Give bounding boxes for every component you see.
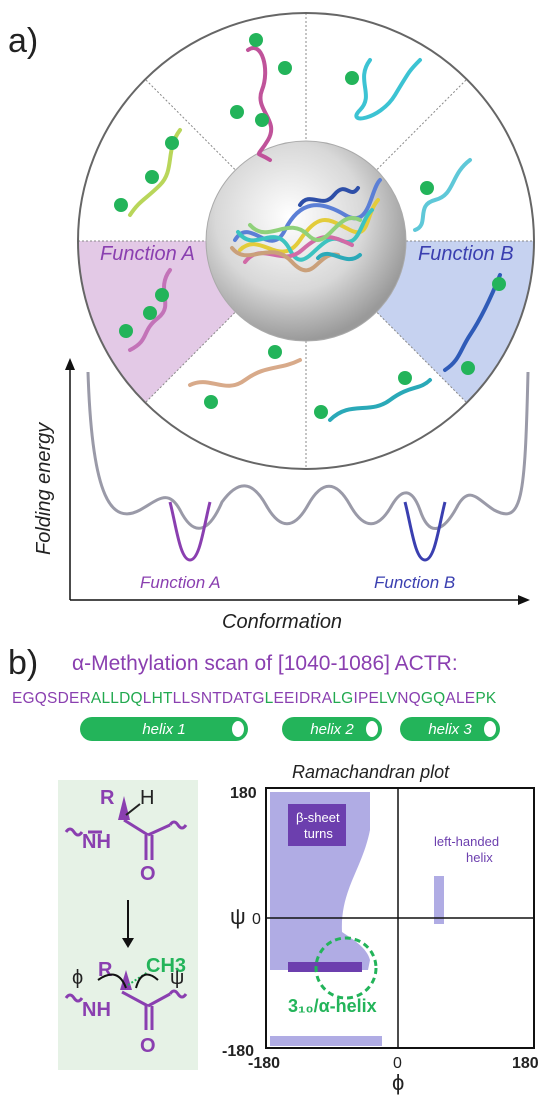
lh-region: [434, 876, 444, 924]
panel-a-label: a): [8, 22, 39, 60]
function-b-label: Function B: [418, 243, 514, 265]
ensemble-circle: [77, 12, 535, 470]
o-atom-methylated: O: [140, 1035, 156, 1057]
x-tick-0: 0: [393, 1055, 402, 1072]
sequence-segment: ALE: [445, 690, 476, 707]
sequence-segment: L: [142, 690, 152, 707]
sequence-segment: EEIDRA: [273, 690, 333, 707]
sector-chains: [128, 46, 502, 422]
sequence-segment: EGQSDER: [12, 690, 91, 707]
x-axis-label: Conformation: [222, 611, 342, 633]
helix-core: [288, 962, 362, 972]
y-tick-0: 0: [252, 911, 261, 928]
sequence-segment: PK: [475, 690, 497, 707]
helix-label: 3₁₀/α-helix: [288, 996, 377, 1016]
helix-2-bar: helix 2: [282, 717, 382, 741]
panel-b-label: b): [8, 644, 39, 682]
sequence-segment: LG: [332, 690, 354, 707]
well-a-label: Function A: [140, 573, 221, 592]
panel-a-diagram: Function A Function B Function A Functio…: [33, 12, 535, 633]
lh-label: left-handed: [434, 834, 499, 849]
sequence-segment: HT: [151, 690, 173, 707]
scan-title: α-Methylation scan of [1040-1086] ACTR:: [72, 652, 458, 675]
phi-symbol: ϕ: [72, 967, 83, 989]
sequence-segment: GQ: [420, 690, 446, 707]
ramachandran-plot: Ramachandran plot β-sheet turns left-han…: [222, 762, 539, 1095]
x-tick-neg180: -180: [248, 1055, 280, 1072]
function-a-well: [168, 501, 212, 562]
function-a-label: Function A: [100, 243, 195, 265]
nh-group-methylated: NH: [82, 999, 111, 1021]
ch3-group: CH3: [146, 955, 186, 977]
psi-rotation-arrow: [135, 973, 159, 989]
rama-title: Ramachandran plot: [292, 762, 450, 782]
sequence-segment: NQ: [397, 690, 421, 707]
phi-rotation-arrow: [97, 973, 127, 989]
well-b-label: Function B: [374, 573, 455, 592]
bottom-region: [270, 1036, 382, 1046]
svg-text:helix: helix: [466, 850, 493, 865]
energy-landscape: [86, 371, 530, 530]
conformation-ensemble: [230, 178, 382, 273]
x-axis-phi: ϕ: [392, 1070, 404, 1095]
beta-label: β-sheet: [296, 810, 340, 825]
actr-sequence: EGQSDERALLDQLHTLLSNTDATGLEEIDRALGIPELVNQ…: [12, 690, 496, 708]
beta-turns-core: [288, 804, 346, 846]
psi-symbol: ψ: [170, 967, 184, 989]
methyl-markers: [114, 33, 506, 419]
y-tick-neg180: -180: [222, 1043, 254, 1060]
sequence-segment: IPE: [353, 690, 380, 707]
helix-circle: [314, 936, 378, 1000]
x-tick-180: 180: [512, 1055, 539, 1072]
r-group: R: [100, 787, 115, 809]
o-atom: O: [140, 863, 156, 885]
sequence-segment: ALLDQ: [90, 690, 143, 707]
helix-3-bar: helix 3: [400, 717, 500, 741]
sequence-segment: L: [264, 690, 274, 707]
function-b-well: [403, 501, 447, 562]
y-axis-psi: ψ: [230, 904, 246, 929]
h-atom: H: [140, 787, 154, 809]
sequence-segment: LV: [379, 690, 398, 707]
alpha-methylation-scheme: R H NH O R CH3 ϕ ψ NH O: [58, 780, 198, 1070]
y-axis-label: Folding energy: [33, 422, 55, 555]
svg-text:turns: turns: [304, 826, 333, 841]
nh-group: NH: [82, 831, 111, 853]
y-tick-180: 180: [230, 785, 257, 802]
sequence-segment: LLSNTDATG: [172, 690, 265, 707]
helix-1-bar: helix 1: [80, 717, 248, 741]
